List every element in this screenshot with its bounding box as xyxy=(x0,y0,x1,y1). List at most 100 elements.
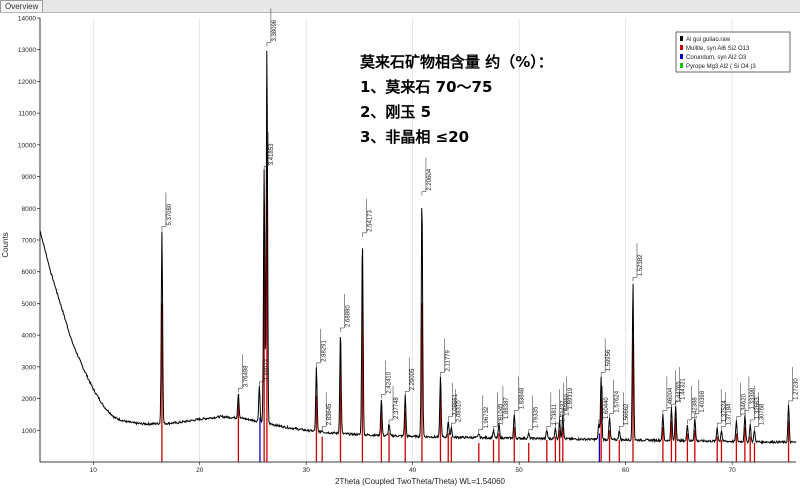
d-label-leader xyxy=(736,382,741,421)
d-spacing-label: 1.69850 xyxy=(565,393,571,415)
d-label-leader xyxy=(238,354,243,393)
x-axis-label: 2Theta (Coupled TwoTheta/Theta) WL=1.540… xyxy=(335,477,506,486)
d-spacing-labels: 5.37080 3.76498 3.48073 3.41853 3.38096 2.882… xyxy=(161,8,800,434)
d-label-leader xyxy=(632,243,638,282)
d-spacing-label: 1.59956 xyxy=(606,349,612,371)
series-line-raw xyxy=(39,50,797,445)
d-label-leader xyxy=(161,192,167,231)
y-axis-label: Counts xyxy=(1,232,10,257)
d-spacing-label: 1.52382 xyxy=(638,254,644,276)
d-spacing-label: 1.56662 xyxy=(624,403,630,425)
legend: Al gui guliao.raw Mullite, syn Al6 Si2 O… xyxy=(675,31,791,73)
annotation-title: 莫来石矿物相含量 约（%）： xyxy=(360,53,553,71)
d-label-leader xyxy=(546,392,552,431)
d-spacing-label: 2.68880 xyxy=(345,305,351,327)
d-spacing-label: 2.11779 xyxy=(445,349,451,371)
d-spacing-label: 2.83645 xyxy=(327,403,333,425)
d-label-leader xyxy=(388,385,394,424)
d-spacing-label: 1.88387 xyxy=(504,397,510,419)
d-label-leader xyxy=(744,376,750,415)
d-spacing-label: 3.41853 xyxy=(269,143,275,165)
d-label-leader xyxy=(528,395,533,434)
y-tick-label: 12000 xyxy=(18,79,36,86)
d-label-leader xyxy=(321,392,327,431)
d-label-leader xyxy=(493,392,498,431)
legend-label-corundum: Corundum, syn Al2 O3 xyxy=(686,55,747,61)
d-spacing-label: 1.33390 xyxy=(750,387,756,409)
y-tick-label: 11000 xyxy=(18,111,36,118)
d-label-leader xyxy=(440,338,445,377)
d-label-leader xyxy=(259,347,264,386)
tab-overview[interactable]: Overview xyxy=(0,0,44,12)
d-label-leader xyxy=(451,389,456,428)
d-label-leader xyxy=(478,395,484,434)
d-spacing-label: 1.44765 xyxy=(676,381,682,403)
d-label-leader xyxy=(754,392,759,431)
annotation-block: 莫来石矿物相含量 约（%）： 1、莫来石 70～75 2、刚玉 5 3、非晶相 … xyxy=(360,53,553,146)
d-label-leader xyxy=(716,389,722,428)
d-label-leader xyxy=(687,385,692,424)
d-spacing-label: 1.42388 xyxy=(692,397,698,419)
d-spacing-label: 1.37524 xyxy=(722,400,728,422)
d-label-leader xyxy=(266,8,272,47)
d-label-leader xyxy=(340,293,345,332)
d-spacing-label: 1.32663 xyxy=(755,397,761,419)
d-spacing-label: 1.46004 xyxy=(668,387,674,409)
d-spacing-label: 1.37184 xyxy=(726,403,732,425)
d-spacing-label: 1.57624 xyxy=(615,390,621,412)
legend-label-mullite: Mullite, syn Al6 Si2 O13 xyxy=(686,46,750,52)
d-label-leader xyxy=(600,338,606,377)
d-spacing-label: 3.48073 xyxy=(264,359,270,381)
d-spacing-label: 1.69319 xyxy=(568,387,574,409)
d-label-leader xyxy=(514,376,519,415)
y-tick-label: 10000 xyxy=(18,142,36,149)
d-label-leader xyxy=(555,389,560,428)
y-tick-label: 6000 xyxy=(22,269,37,276)
d-spacing-label: 5.37080 xyxy=(167,203,173,225)
y-tick-label: 7000 xyxy=(22,238,37,245)
y-tick-label: 1000 xyxy=(22,428,37,435)
d-spacing-label: 2.37748 xyxy=(394,397,400,419)
d-spacing-label: 1.73811 xyxy=(552,403,558,425)
d-label-leader xyxy=(675,366,680,405)
legend-swatch-corundum xyxy=(680,54,683,59)
d-spacing-label: 2.29005 xyxy=(410,368,416,390)
d-label-leader xyxy=(559,382,564,421)
d-label-leader xyxy=(381,360,386,399)
legend-swatch-pyrope xyxy=(680,63,683,68)
d-label-leader xyxy=(263,132,269,171)
legend-label-pyrope: Pyrope Mg3 Al2 ( Si O4 )3 xyxy=(686,64,756,70)
x-tick-label: 10 xyxy=(90,467,98,474)
d-spacing-label: 1.96732 xyxy=(484,406,490,428)
d-spacing-label: 1.44321 xyxy=(681,378,687,400)
grid-lines xyxy=(92,18,733,462)
d-spacing-label: 3.76498 xyxy=(243,365,249,387)
d-spacing-label: 1.34620 xyxy=(741,393,747,415)
d-spacing-label: 1.60440 xyxy=(604,397,610,419)
x-tick-label: 50 xyxy=(516,467,524,474)
d-spacing-label: 1.40398 xyxy=(700,390,706,412)
d-spacing-label: 2.54173 xyxy=(367,209,373,231)
d-label-leader xyxy=(749,385,755,424)
d-label-leader xyxy=(362,198,367,237)
legend-swatch-raw xyxy=(680,36,683,41)
x-tick-label: 40 xyxy=(409,467,417,474)
x-tick-label: 60 xyxy=(622,467,630,474)
d-spacing-label: 2.42410 xyxy=(386,371,392,393)
d-label-leader xyxy=(447,382,453,421)
x-tick-label: 30 xyxy=(303,467,311,474)
annotation-line-1: 1、莫来石 70～75 xyxy=(360,78,492,96)
tab-bar: Overview xyxy=(0,0,800,13)
y-tick-label: 14000 xyxy=(18,16,36,23)
d-spacing-label: 1.27230 xyxy=(794,378,800,400)
d-spacing-label: 1.71437 xyxy=(560,400,566,422)
y-tick-label: 8000 xyxy=(22,206,37,213)
d-spacing-label: 3.38096 xyxy=(272,19,278,41)
legend-swatch-mullite xyxy=(680,45,683,50)
x-tick-label: 20 xyxy=(196,467,204,474)
y-tick-label: 3000 xyxy=(22,364,37,371)
d-label-leader xyxy=(609,379,614,418)
y-tick-label: 4000 xyxy=(22,333,37,340)
annotation-line-3: 3、非晶相 ≤20 xyxy=(360,128,469,146)
